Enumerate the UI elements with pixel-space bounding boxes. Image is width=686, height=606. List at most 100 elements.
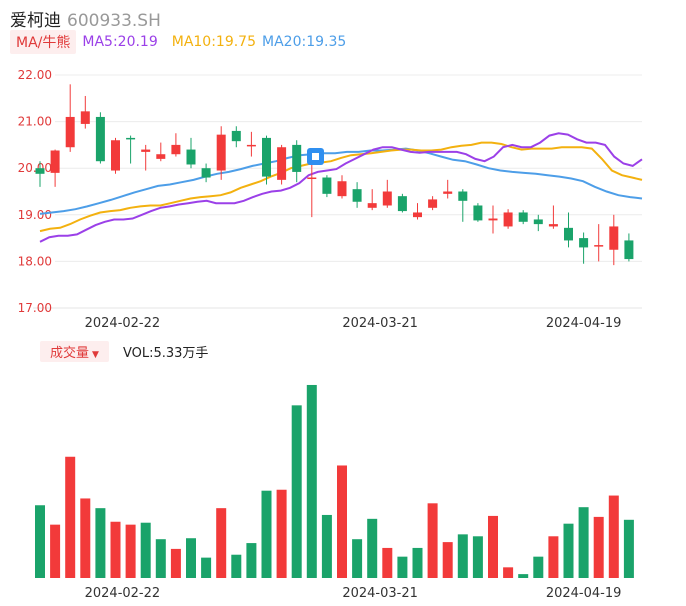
candle-body	[579, 238, 589, 248]
candle-body	[533, 219, 543, 225]
volume-bar	[140, 522, 151, 578]
volume-bar	[155, 539, 166, 578]
volume-bar	[488, 515, 498, 578]
candle	[141, 144, 151, 171]
candle-body	[518, 212, 528, 222]
candle	[594, 224, 604, 262]
x-tick-label: 2024-04-19	[546, 586, 622, 601]
y-tick-label: 22.00	[18, 68, 52, 82]
x-tick-label: 2024-03-21	[342, 316, 418, 331]
candlesticks	[35, 84, 634, 266]
candle	[292, 140, 302, 183]
candle-body	[428, 199, 438, 208]
volume-bar	[533, 556, 544, 578]
volume-bar	[291, 405, 302, 578]
candle	[579, 232, 589, 264]
volume-bar	[35, 505, 45, 578]
candle	[533, 214, 543, 232]
volume-bar	[518, 574, 529, 578]
candle-body	[382, 191, 392, 206]
volume-bar	[261, 490, 272, 578]
volume-bar	[457, 534, 468, 578]
event-marker	[307, 148, 324, 165]
candle-body	[609, 226, 619, 250]
candle	[35, 161, 45, 187]
volume-bar	[231, 554, 242, 578]
candle-body	[50, 150, 60, 173]
ma-indicator-tab[interactable]: MA/牛熊	[10, 30, 77, 54]
candle-body	[292, 144, 302, 172]
x-tick-label: 2024-03-21	[342, 586, 418, 601]
candle-body	[594, 245, 604, 247]
ma20-label: MA20:19.35	[262, 34, 347, 50]
volume-bar	[427, 503, 438, 578]
candle-body	[156, 154, 166, 159]
volume-bar	[306, 384, 317, 578]
candle	[352, 182, 362, 208]
ma20-line	[39, 147, 643, 215]
volume-bar	[337, 465, 347, 578]
volume-bar	[170, 548, 181, 578]
volume-bar	[186, 538, 196, 578]
ma-lines	[39, 132, 643, 243]
candle	[458, 189, 468, 222]
volume-bar	[276, 489, 287, 578]
candle-body	[35, 168, 45, 174]
candle-body	[65, 116, 75, 148]
candle	[277, 144, 287, 185]
candle	[262, 135, 271, 185]
volume-value: VOL:5.33万手	[122, 345, 209, 361]
candle	[171, 133, 181, 157]
x-tick-label: 2024-02-22	[85, 586, 161, 601]
volume-bar	[593, 516, 604, 578]
candle	[322, 175, 332, 198]
candle-body	[186, 149, 196, 165]
y-tick-label: 18.00	[18, 254, 52, 268]
y-tick-label: 17.00	[18, 301, 52, 315]
candle	[111, 137, 120, 174]
candle	[337, 175, 347, 199]
volume-indicator-tab[interactable]: 成交量 ▼	[40, 340, 109, 362]
candle-body	[171, 144, 181, 155]
volume-bar	[352, 539, 363, 578]
volume-bar	[578, 507, 589, 578]
volume-bar	[201, 557, 212, 578]
event-marker-glyph	[312, 153, 319, 160]
y-tick-label: 21.00	[18, 115, 52, 129]
candle	[609, 214, 619, 266]
ma5-label: MA5:20.19	[82, 34, 158, 50]
candle	[126, 135, 136, 164]
candle	[503, 209, 513, 229]
candle-body	[488, 218, 498, 221]
volume-bar	[548, 536, 559, 578]
candle	[246, 131, 256, 157]
candle	[156, 142, 166, 162]
candle	[186, 137, 196, 169]
candle-body	[564, 227, 573, 241]
volume-bar	[246, 543, 257, 578]
volume-x-axis: 2024-02-22 2024-03-21 2024-04-19	[85, 586, 622, 601]
candle	[564, 212, 573, 248]
x-tick-label: 2024-02-22	[85, 316, 161, 331]
price-grid	[33, 74, 642, 309]
candle-body	[337, 181, 347, 197]
stock-title: 爱柯迪 600933.SH	[10, 6, 161, 31]
ma5-line	[39, 132, 643, 243]
candle	[382, 179, 392, 208]
volume-legend: 成交量 ▼ VOL:5.33万手	[40, 340, 209, 362]
candle	[443, 179, 453, 199]
dropdown-triangle-icon: ▼	[92, 349, 99, 360]
ma10-line	[39, 141, 643, 233]
volume-bar	[80, 498, 91, 578]
candle	[201, 163, 211, 183]
candle-body	[141, 149, 151, 152]
candle	[50, 149, 60, 187]
candle-body	[443, 191, 453, 194]
ma-legend: MA/牛熊 MA5:20.19 MA10:19.75 MA20:19.35	[10, 30, 346, 54]
candle-body	[231, 130, 241, 142]
candle	[80, 95, 90, 129]
candle-body	[352, 189, 362, 202]
candle-body	[473, 205, 483, 221]
candle-body	[262, 137, 271, 177]
